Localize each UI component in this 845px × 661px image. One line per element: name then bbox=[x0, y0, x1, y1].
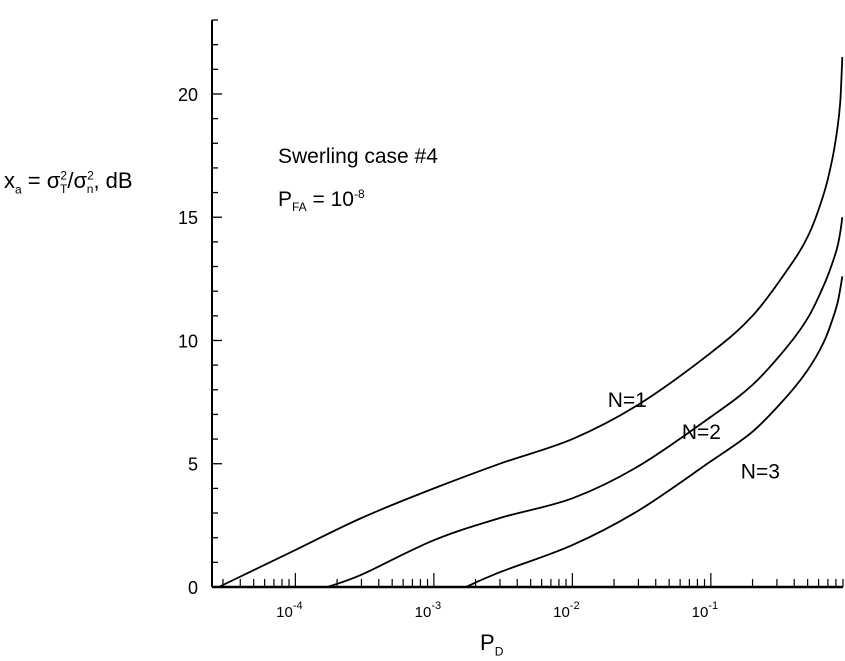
x-tick-label: 10-2 bbox=[553, 600, 579, 621]
series-line-2 bbox=[326, 217, 844, 588]
annotation-swerling-case: Swerling case #4 bbox=[278, 145, 438, 168]
y-tick-label: 15 bbox=[178, 208, 198, 228]
y-tick-label: 0 bbox=[188, 578, 198, 598]
series-line-1 bbox=[218, 56, 844, 588]
series-label-2: N=2 bbox=[682, 421, 721, 444]
x-tick-label: 10-3 bbox=[415, 600, 441, 621]
x-axis-label: PD bbox=[480, 630, 504, 659]
x-tick-label: 10-4 bbox=[276, 600, 302, 621]
x-tick-label: 10-1 bbox=[692, 600, 718, 621]
y-tick-label: 5 bbox=[188, 455, 198, 475]
series-line-3 bbox=[465, 276, 844, 588]
y-tick-label: 20 bbox=[178, 85, 198, 105]
annotation-pfa: PFA = 10-8 bbox=[278, 187, 365, 215]
y-tick-label: 10 bbox=[178, 331, 198, 351]
series-label-1: N=1 bbox=[608, 389, 647, 412]
series-label-3: N=3 bbox=[741, 461, 780, 484]
y-axis-label: xa = σ2T/σ2n, dB bbox=[4, 168, 133, 197]
